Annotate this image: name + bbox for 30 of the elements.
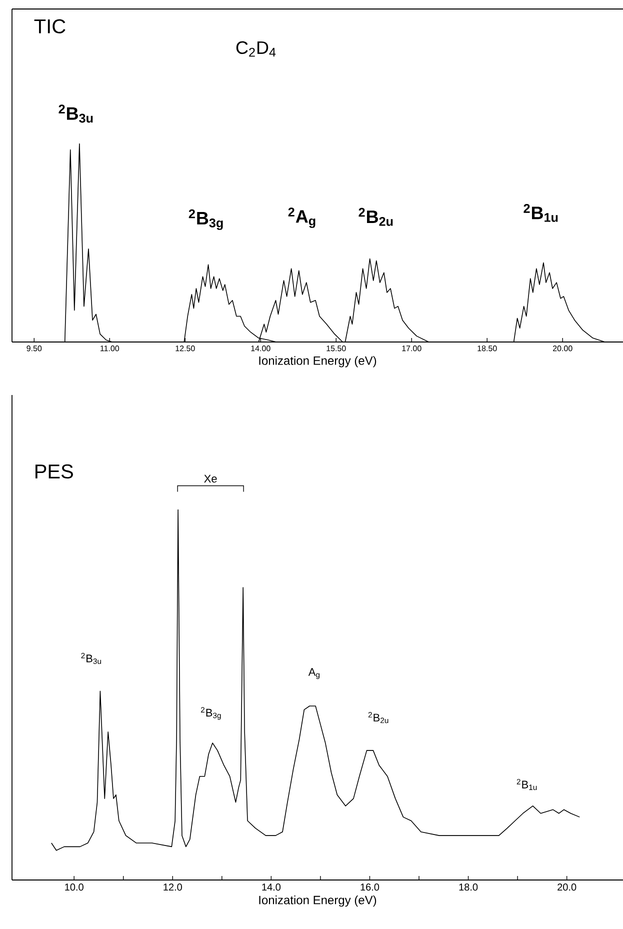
x-axis-title: Ionization Energy (eV): [259, 356, 376, 368]
annotation: $^{2}$B$_{3g}$: [188, 209, 223, 230]
chart-subtitle: C$_{2}$D$_{4}$: [236, 41, 276, 57]
annotation: $^{2}$B$_{2u}$: [358, 208, 393, 226]
chart-title: TIC: [34, 19, 66, 34]
x-tick-label: 12.50: [176, 346, 195, 352]
x-tick-label: 20.00: [553, 346, 572, 352]
x-tick-label: 17.00: [402, 346, 422, 352]
x-tick-label: 20.0: [558, 884, 576, 891]
annotation: $^{2}$B$_{1u}$: [516, 778, 537, 790]
x-axis-title: Ionization Energy (eV): [259, 895, 376, 907]
annotation: $^{2}$B$_{2u}$: [368, 712, 388, 724]
x-tick-label: 18.50: [478, 346, 497, 352]
text: Xe: [204, 474, 217, 483]
annotation: $^{2}$B$_{1u}$: [524, 204, 558, 222]
x-tick-label: 10.0: [65, 884, 84, 891]
x-tick-label: 14.0: [262, 884, 281, 891]
x-tick-label: 15.50: [326, 346, 346, 352]
annotation: $^{2}$B$_{3u}$: [81, 652, 102, 664]
annotation: $^{2}$B$_{3g}$: [200, 707, 221, 720]
x-tick-label: 9.50: [26, 346, 42, 352]
x-tick-label: 16.0: [360, 884, 380, 891]
x-tick-label: 12.0: [164, 884, 182, 891]
annotation: $^{2}$A$_{g}$: [288, 208, 316, 228]
text: $^{2}$B$_{3u}$: [58, 104, 93, 123]
x-tick-label: 14.00: [251, 346, 270, 352]
x-tick-label: 11.00: [100, 346, 120, 352]
chart-title: PES: [36, 464, 73, 479]
annotation: A$_{g}$: [308, 668, 320, 679]
x-tick-label: 18.0: [459, 884, 478, 891]
